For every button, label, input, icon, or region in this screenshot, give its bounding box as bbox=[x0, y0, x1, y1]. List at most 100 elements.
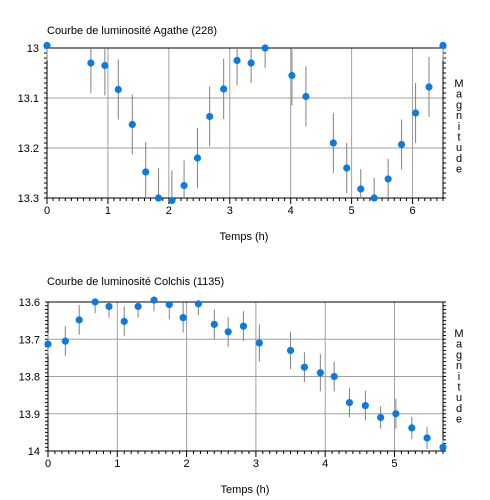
y-tick-label: 13.6 bbox=[19, 297, 40, 309]
data-point bbox=[384, 175, 392, 183]
data-point bbox=[75, 316, 83, 324]
data-point bbox=[316, 369, 324, 377]
y-tick-label: 13 bbox=[27, 43, 39, 55]
y-axis-label-letter: a bbox=[456, 339, 463, 351]
data-point bbox=[408, 424, 416, 432]
x-tick-label: 1 bbox=[105, 205, 111, 217]
y-axis-label-letter: a bbox=[456, 89, 463, 101]
data-point bbox=[397, 140, 406, 149]
chart-agathe-svg: Courbe de luminosité Agathe (228) Temps … bbox=[18, 25, 464, 243]
data-point bbox=[300, 363, 309, 371]
data-point bbox=[286, 346, 295, 355]
data-point bbox=[423, 434, 431, 442]
x-axis-label: Temps (h) bbox=[220, 231, 269, 243]
data-point bbox=[247, 59, 255, 67]
data-point bbox=[128, 120, 136, 129]
data-point bbox=[255, 339, 263, 347]
data-point bbox=[44, 340, 52, 348]
data-point bbox=[87, 59, 95, 67]
data-point bbox=[165, 301, 173, 309]
x-tick-label: 0 bbox=[45, 458, 51, 470]
y-axis-label-letter: M bbox=[454, 78, 463, 90]
data-point bbox=[91, 298, 99, 306]
x-tick-label: 6 bbox=[409, 205, 415, 217]
data-point bbox=[142, 168, 150, 176]
data-point bbox=[114, 85, 122, 94]
data-point bbox=[302, 92, 310, 101]
x-tick-label: 2 bbox=[184, 458, 190, 470]
y-tick-label: 13.8 bbox=[19, 372, 40, 384]
data-point bbox=[101, 61, 109, 70]
y-axis-label-letter: i bbox=[458, 121, 460, 133]
data-point bbox=[120, 317, 128, 325]
x-tick-label: 2 bbox=[166, 205, 172, 217]
data-point bbox=[411, 109, 420, 117]
y-axis-label-letter: u bbox=[456, 392, 462, 404]
data-point bbox=[261, 44, 269, 52]
data-point bbox=[193, 154, 202, 162]
y-tick-label: 13.1 bbox=[18, 93, 39, 105]
y-axis-label-letter: t bbox=[457, 132, 460, 144]
y-axis-label-letter: n bbox=[456, 360, 462, 372]
data-point bbox=[288, 71, 296, 80]
data-point bbox=[168, 196, 176, 205]
data-point bbox=[329, 139, 337, 147]
data-point bbox=[61, 337, 69, 345]
y-tick-label: 13.7 bbox=[19, 334, 40, 346]
x-tick-label: 3 bbox=[253, 458, 259, 470]
chart-agathe: Courbe de luminosité Agathe (228) Temps … bbox=[18, 25, 464, 243]
data-point bbox=[330, 372, 338, 381]
y-axis-label-letter: u bbox=[456, 142, 462, 154]
data-point bbox=[343, 164, 351, 172]
plot-frame bbox=[46, 47, 444, 199]
data-point bbox=[392, 410, 400, 418]
data-point bbox=[43, 41, 51, 50]
y-tick-label: 13.9 bbox=[19, 409, 40, 421]
data-point bbox=[361, 401, 369, 410]
x-tick-label: 5 bbox=[349, 205, 355, 217]
y-axis-label-letter: t bbox=[457, 382, 460, 394]
data-point bbox=[370, 194, 378, 202]
data-point bbox=[439, 443, 447, 451]
data-point bbox=[134, 302, 142, 311]
y-tick-label: 13.2 bbox=[18, 143, 39, 155]
y-axis-label-letter: d bbox=[456, 403, 462, 415]
chart-colchis: Courbe de luminosité Colchis (1135) Temp… bbox=[0, 250, 490, 500]
chart-title: Courbe de luminosité Agathe (228) bbox=[47, 25, 217, 37]
x-tick-label: 4 bbox=[288, 205, 294, 217]
data-point bbox=[210, 320, 218, 328]
y-axis-label-letter: i bbox=[458, 371, 460, 383]
data-point bbox=[150, 296, 158, 304]
x-tick-label: 1 bbox=[114, 458, 120, 470]
y-axis-label-letter: M bbox=[454, 328, 463, 340]
data-point bbox=[154, 194, 163, 202]
data-point bbox=[233, 56, 241, 65]
data-point bbox=[345, 398, 354, 407]
y-axis-label-letter: e bbox=[456, 414, 462, 426]
y-tick-label: 14 bbox=[28, 446, 40, 458]
data-point bbox=[224, 328, 232, 336]
y-axis-label-letter: g bbox=[456, 99, 462, 111]
data-point bbox=[357, 185, 365, 193]
data-point bbox=[425, 83, 433, 91]
chart-colchis-svg: Courbe de luminosité Colchis (1135) Temp… bbox=[19, 276, 464, 496]
data-point bbox=[377, 413, 385, 422]
data-point bbox=[206, 112, 214, 121]
data-point bbox=[180, 181, 188, 190]
x-tick-label: 0 bbox=[44, 205, 50, 217]
x-axis-label: Temps (h) bbox=[221, 484, 270, 496]
data-point bbox=[439, 41, 447, 50]
data-point bbox=[194, 300, 202, 308]
y-axis-label-letter: d bbox=[456, 153, 462, 165]
y-tick-label: 13.3 bbox=[18, 193, 39, 205]
data-point bbox=[105, 302, 113, 311]
x-tick-label: 3 bbox=[227, 205, 233, 217]
y-axis-label-letter: g bbox=[456, 349, 462, 361]
x-tick-label: 5 bbox=[391, 458, 397, 470]
data-point bbox=[179, 314, 187, 322]
y-axis-label-letter: e bbox=[456, 164, 462, 176]
data-point bbox=[239, 322, 248, 330]
chart-title: Courbe de luminosité Colchis (1135) bbox=[47, 276, 224, 288]
